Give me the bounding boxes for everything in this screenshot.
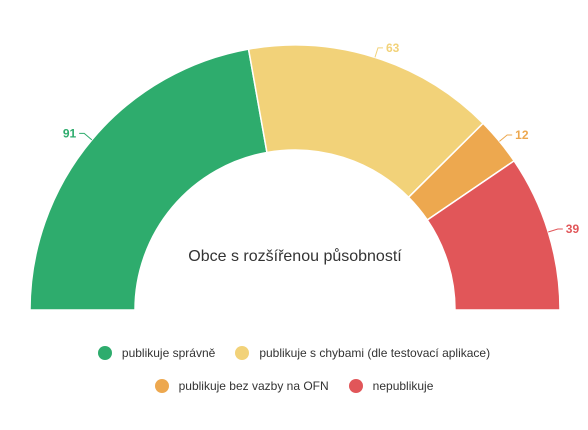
legend-item-publikuje-spravne[interactable]: publikuje správně bbox=[97, 346, 216, 360]
legend-marker-icon bbox=[97, 346, 112, 360]
legend-item-publikuje-s-chybami[interactable]: publikuje s chybami (dle testovací aplik… bbox=[235, 346, 490, 360]
slice-0[interactable] bbox=[29, 48, 268, 311]
slice-connector-3 bbox=[548, 228, 563, 233]
legend-label: publikuje bez vazby na OFN bbox=[178, 379, 329, 393]
slice-3[interactable] bbox=[426, 159, 561, 311]
legend-item-bez-vazby-na-ofn[interactable]: publikuje bez vazby na OFN bbox=[154, 379, 329, 393]
chart-center-label: Obce s rozšířenou působností bbox=[188, 247, 402, 265]
slice-connector-1 bbox=[374, 47, 383, 58]
legend-marker-icon bbox=[154, 379, 169, 393]
chart-slices bbox=[29, 44, 561, 311]
slice-value-label-3: 39 bbox=[566, 222, 580, 236]
legend-row-1: publikuje správně publikuje s chybami (d… bbox=[0, 346, 588, 360]
legend-row-2: publikuje bez vazby na OFN nepublikuje bbox=[0, 379, 588, 393]
slice-value-label-0: 91 bbox=[63, 126, 77, 140]
legend-label: publikuje s chybami (dle testovací aplik… bbox=[259, 346, 491, 360]
slice-connector-0 bbox=[79, 132, 93, 141]
legend-label: publikuje správně bbox=[121, 346, 216, 360]
legend-item-nepublikuje[interactable]: nepublikuje bbox=[348, 379, 434, 393]
chart-value-labels: 91 63 12 39 bbox=[63, 41, 580, 236]
slice-value-label-2: 12 bbox=[515, 128, 529, 142]
legend-marker-icon bbox=[348, 379, 363, 393]
legend-marker-icon bbox=[235, 346, 250, 360]
slice-value-label-1: 63 bbox=[386, 41, 400, 55]
legend-label: nepublikuje bbox=[372, 379, 434, 393]
slice-connector-2 bbox=[499, 134, 513, 142]
